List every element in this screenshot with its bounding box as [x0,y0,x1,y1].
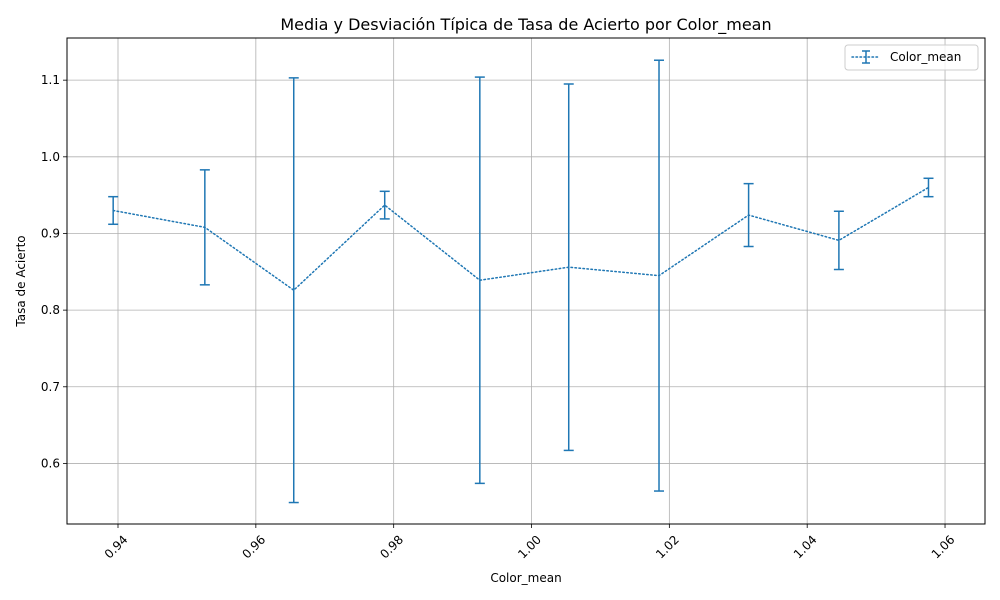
y-axis-label: Tasa de Acierto [14,235,28,327]
legend-box [844,44,979,71]
y-tick-label: 0.9 [41,226,60,240]
error-bar [563,83,574,452]
ticks: 0.94 0.96 0.98 1.00 1.02 1.04 1.060.60.70.80.9… [41,73,958,561]
error-bar [654,59,665,492]
plot-frame [66,37,986,525]
chart-title: Media y Desviación Típica de Tasa de Aci… [280,15,771,35]
y-tick-label: 0.6 [41,456,60,470]
y-tick-label: 0.7 [41,380,60,394]
grid [67,38,985,524]
x-axis-label: Color_mean [490,571,561,585]
legend-entry-color-mean: Color_mean [890,50,961,64]
y-tick-label: 1.1 [41,73,60,87]
error-bar [108,195,119,226]
y-tick-label: 0.8 [41,303,60,317]
error-bar [923,177,934,198]
legend: Color_mean [844,44,979,71]
error-bar [288,77,299,504]
error-bar [833,210,844,271]
series-layer [108,59,934,504]
y-tick-label: 1.0 [41,150,60,164]
error-bar [743,182,754,248]
series-line [112,186,930,292]
error-bar [199,169,210,286]
error-bar [474,76,485,485]
error-bar [379,190,390,220]
legend-swatch [851,50,881,64]
